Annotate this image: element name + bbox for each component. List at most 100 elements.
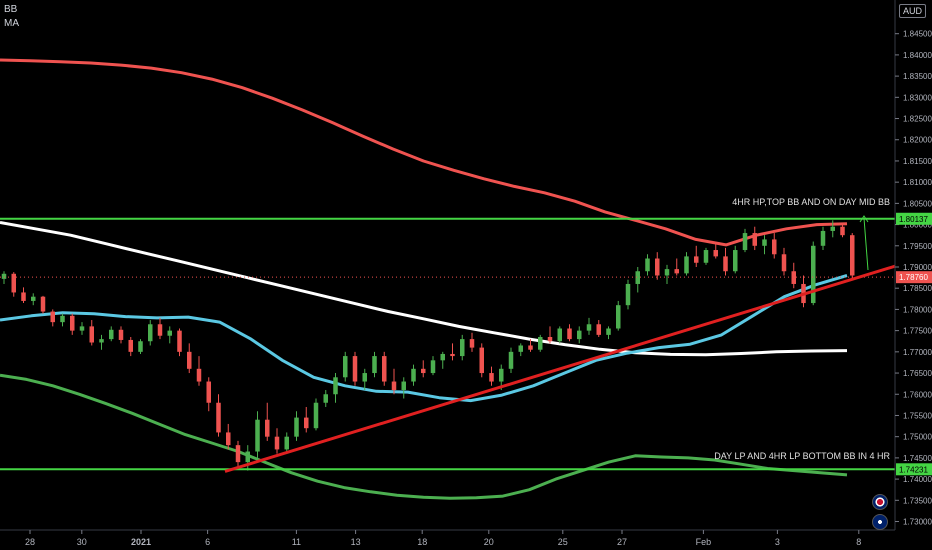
candle-body[interactable] [40, 296, 46, 312]
candle-body[interactable] [274, 436, 280, 450]
candle-body[interactable] [343, 356, 348, 378]
candle-body[interactable] [694, 256, 699, 263]
candle-body[interactable] [99, 339, 104, 343]
candle-body[interactable] [674, 269, 680, 274]
candle-body[interactable] [187, 351, 192, 369]
candle-body[interactable] [752, 233, 758, 246]
candle-body[interactable] [196, 368, 202, 382]
candle-body[interactable] [372, 356, 377, 374]
candle-body[interactable] [811, 245, 816, 304]
candle-body[interactable] [265, 419, 270, 437]
candle-body[interactable] [401, 381, 407, 391]
candle-body[interactable] [684, 256, 689, 274]
candle-body[interactable] [840, 226, 845, 236]
candle-body[interactable] [157, 324, 163, 336]
candle-body[interactable] [226, 432, 231, 446]
candle-body[interactable] [128, 339, 134, 352]
candle-body[interactable] [518, 345, 524, 352]
candle-body[interactable] [791, 271, 797, 284]
currency-label[interactable]: AUD [898, 4, 926, 18]
candle-body[interactable] [255, 419, 260, 452]
candle-body[interactable] [21, 292, 26, 301]
candle-body[interactable] [245, 451, 251, 463]
candle-body[interactable] [118, 329, 124, 340]
candle-body[interactable] [820, 230, 826, 246]
candle-body[interactable] [70, 315, 75, 331]
candle-body[interactable] [528, 345, 533, 350]
candle-body[interactable] [596, 324, 602, 335]
candle-body[interactable] [148, 324, 153, 342]
candle-body[interactable] [31, 296, 36, 301]
up-arrow-icon[interactable] [863, 217, 869, 271]
candle-body[interactable] [450, 353, 455, 357]
candle-body[interactable] [538, 336, 543, 350]
price-tag-lower[interactable]: 1.74231 [899, 465, 928, 474]
price-axis[interactable]: 1.84500 1.84000 1.83500 1.83000 1.82500 1.820… [894, 0, 932, 530]
drawings[interactable] [0, 215, 896, 473]
candle-body[interactable] [313, 402, 319, 429]
trend-line[interactable] [224, 264, 896, 473]
price-tag-upper[interactable]: 1.80137 [899, 215, 928, 224]
candle-body[interactable] [333, 377, 338, 395]
candle-body[interactable] [11, 273, 17, 293]
candle-body[interactable] [567, 328, 572, 340]
candle-body[interactable] [664, 269, 670, 276]
candle-body[interactable] [606, 328, 611, 335]
candle-body[interactable] [430, 360, 436, 374]
candle-body[interactable] [1, 273, 7, 279]
candle-body[interactable] [616, 305, 621, 329]
candle-body[interactable] [577, 330, 582, 340]
candle-body[interactable] [469, 339, 475, 348]
candle-body[interactable] [382, 356, 387, 382]
candle-body[interactable] [216, 402, 221, 433]
candle-body[interactable] [50, 311, 56, 323]
candle-body[interactable] [391, 381, 397, 391]
candle-body[interactable] [177, 330, 182, 352]
legend-bb[interactable]: BB [4, 4, 18, 15]
candle-body[interactable] [284, 436, 290, 450]
candle-body[interactable] [645, 258, 650, 272]
candle-body[interactable] [635, 271, 641, 284]
price-tag-current[interactable]: 1.78760 [899, 273, 928, 282]
candle-body[interactable] [460, 339, 465, 357]
candle-body[interactable] [508, 351, 514, 369]
candle-body[interactable] [499, 368, 504, 382]
candle-body[interactable] [323, 394, 329, 403]
candle-body[interactable] [294, 417, 299, 437]
candle-body[interactable] [733, 250, 738, 272]
candle-body[interactable] [557, 328, 563, 342]
candle-body[interactable] [235, 445, 241, 463]
candlesticks[interactable] [1, 220, 855, 471]
candle-body[interactable] [625, 283, 631, 306]
candle-body[interactable] [655, 258, 660, 276]
candle-body[interactable] [421, 368, 426, 374]
candle-body[interactable] [830, 226, 836, 231]
candle-body[interactable] [723, 256, 728, 272]
candle-body[interactable] [138, 341, 143, 352]
candle-body[interactable] [489, 373, 494, 382]
candle-body[interactable] [772, 239, 777, 255]
candle-body[interactable] [304, 417, 309, 429]
candle-body[interactable] [60, 315, 65, 323]
candle-body[interactable] [206, 381, 212, 403]
candle-body[interactable] [79, 326, 85, 331]
candle-body[interactable] [352, 356, 358, 382]
time-axis[interactable]: 28 30 2021 6 11 13 18 20 25 27 Feb 3 8 [0, 529, 895, 547]
candle-body[interactable] [362, 373, 368, 382]
candle-body[interactable] [850, 235, 855, 276]
candle-body[interactable] [89, 326, 95, 343]
legend-ma[interactable]: MA [4, 18, 19, 29]
candle-body[interactable] [547, 336, 553, 342]
candle-body[interactable] [109, 329, 114, 340]
candle-body[interactable] [411, 368, 416, 382]
candle-body[interactable] [167, 330, 173, 336]
candle-body[interactable] [703, 250, 709, 263]
candle-body[interactable] [479, 347, 485, 374]
candle-body[interactable] [781, 254, 787, 272]
candle-body[interactable] [440, 353, 446, 361]
candle-body[interactable] [713, 250, 719, 257]
candle-body[interactable] [742, 233, 748, 251]
candle-body[interactable] [762, 239, 767, 246]
candle-body[interactable] [586, 324, 592, 331]
